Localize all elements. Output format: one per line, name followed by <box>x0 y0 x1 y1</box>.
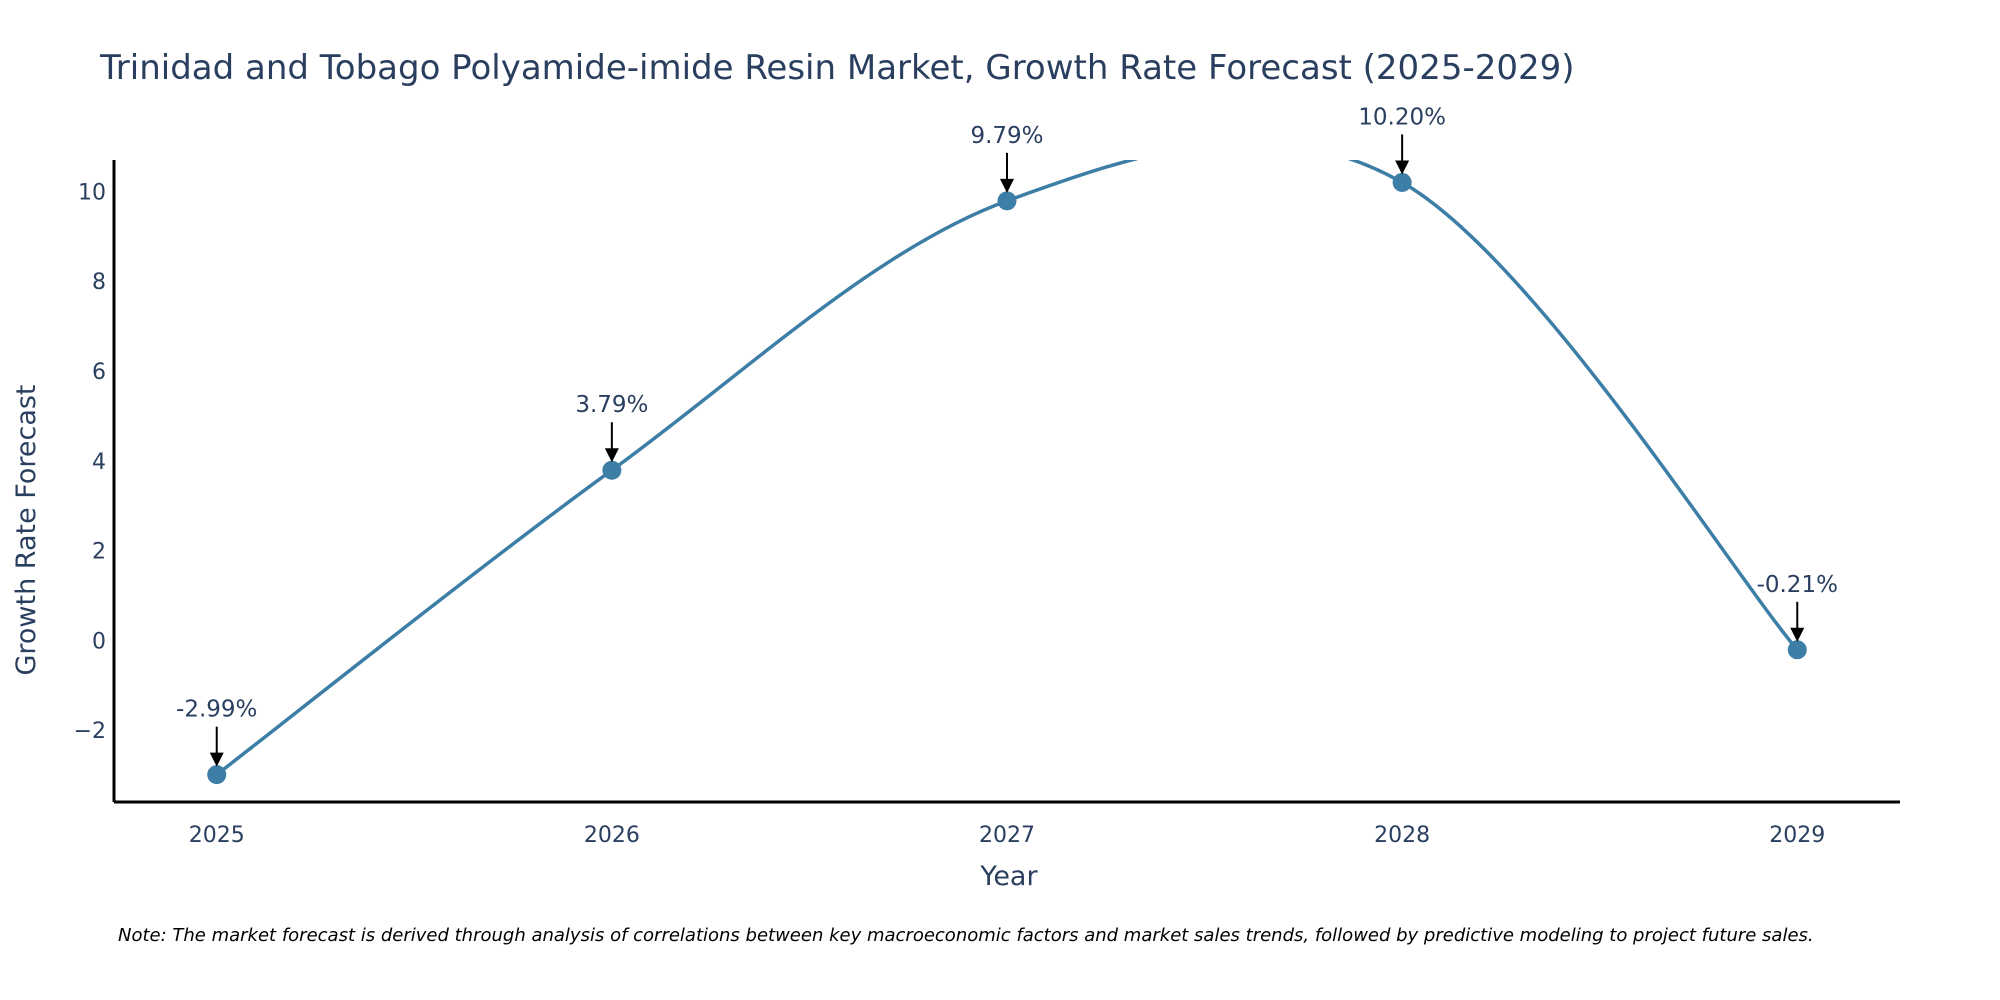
x-tick-label: 2028 <box>1374 823 1430 848</box>
x-axis-title: Year <box>979 861 1038 892</box>
footnote: Note: The market forecast is derived thr… <box>118 925 1814 946</box>
data-point <box>1392 172 1412 192</box>
y-tick-label: 6 <box>92 360 106 385</box>
data-point <box>602 460 622 480</box>
data-label: -0.21% <box>1757 572 1838 598</box>
series-line <box>215 160 1799 777</box>
y-tick-label: 8 <box>92 270 106 295</box>
x-tick-label: 2029 <box>1769 823 1825 848</box>
annotation-arrow-head <box>1395 160 1410 175</box>
annotation-arrow-head <box>604 448 619 463</box>
y-tick-label: 0 <box>92 629 106 654</box>
data-label: 3.79% <box>575 392 648 418</box>
x-tick-label: 2027 <box>979 823 1035 848</box>
plot-area <box>215 160 1799 777</box>
annotation-arrow-head <box>1000 178 1014 193</box>
data-point <box>1787 640 1807 660</box>
x-tick-label: 2026 <box>584 823 640 848</box>
x-tick-label: 2025 <box>189 823 245 848</box>
y-axis-ticks: −2 0 2 4 6 8 10 <box>74 180 106 744</box>
y-axis-title: Growth Rate Forecast <box>11 384 42 675</box>
data-label: 9.79% <box>970 123 1043 149</box>
annotation-arrow-head <box>1790 627 1805 642</box>
data-annotations: -2.99% 3.79% 9.79% 10.20% -0.21% <box>176 104 1838 767</box>
y-tick-label: 4 <box>92 450 106 475</box>
annotation-arrow-head <box>209 752 224 767</box>
y-tick-label: −2 <box>74 719 106 744</box>
data-point <box>997 191 1017 211</box>
data-markers <box>207 172 1807 785</box>
y-tick-label: 2 <box>92 540 106 565</box>
data-point <box>207 765 227 785</box>
data-label: 10.20% <box>1358 104 1446 130</box>
x-axis-ticks: 2025 2026 2027 2028 2029 <box>189 823 1826 848</box>
chart-title: Trinidad and Tobago Polyamide-imide Resi… <box>99 48 1575 88</box>
data-label: -2.99% <box>176 697 257 723</box>
y-tick-label: 10 <box>78 180 106 205</box>
